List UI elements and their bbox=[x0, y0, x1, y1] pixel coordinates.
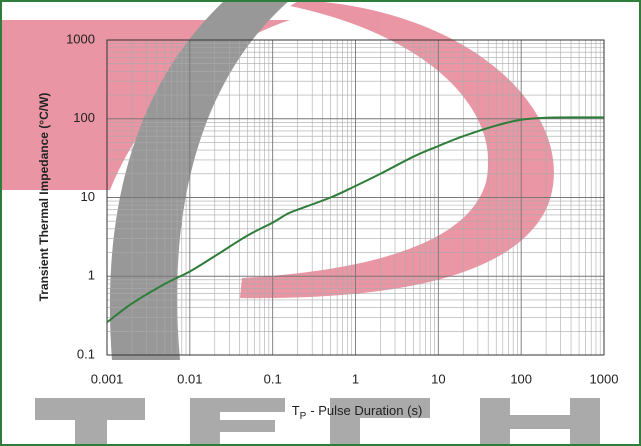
y-tick-label: 1000 bbox=[66, 31, 95, 46]
x-tick-label: 1 bbox=[352, 371, 359, 386]
watermark bbox=[0, 0, 600, 446]
x-tick-label: 0.001 bbox=[91, 371, 124, 386]
x-label-text: - Pulse Duration (s) bbox=[310, 403, 422, 418]
x-label-subscript: P bbox=[300, 411, 307, 422]
x-tick-label: 0.1 bbox=[264, 371, 282, 386]
data-line bbox=[106, 116, 605, 324]
plot-frame bbox=[106, 39, 605, 356]
y-tick-label: 1 bbox=[88, 268, 95, 283]
x-tick-label: 100 bbox=[510, 371, 532, 386]
y-tick-label: 100 bbox=[73, 110, 95, 125]
watermark-arc bbox=[109, 0, 290, 360]
watermark-swoosh bbox=[0, 20, 290, 190]
x-label-symbol: T bbox=[292, 403, 300, 418]
x-tick-label: 1000 bbox=[590, 371, 619, 386]
y-tick-label: 10 bbox=[81, 189, 95, 204]
x-tick-label: 0.01 bbox=[177, 371, 202, 386]
x-tick-label: 10 bbox=[431, 371, 445, 386]
watermark-crescent bbox=[240, 0, 554, 299]
y-axis-label: Transient Thermal Impedance (°C/W) bbox=[37, 93, 51, 302]
watermark-letters bbox=[35, 398, 600, 446]
y-tick-label: 0.1 bbox=[77, 346, 95, 361]
x-axis-label: TP - Pulse Duration (s) bbox=[292, 403, 423, 421]
